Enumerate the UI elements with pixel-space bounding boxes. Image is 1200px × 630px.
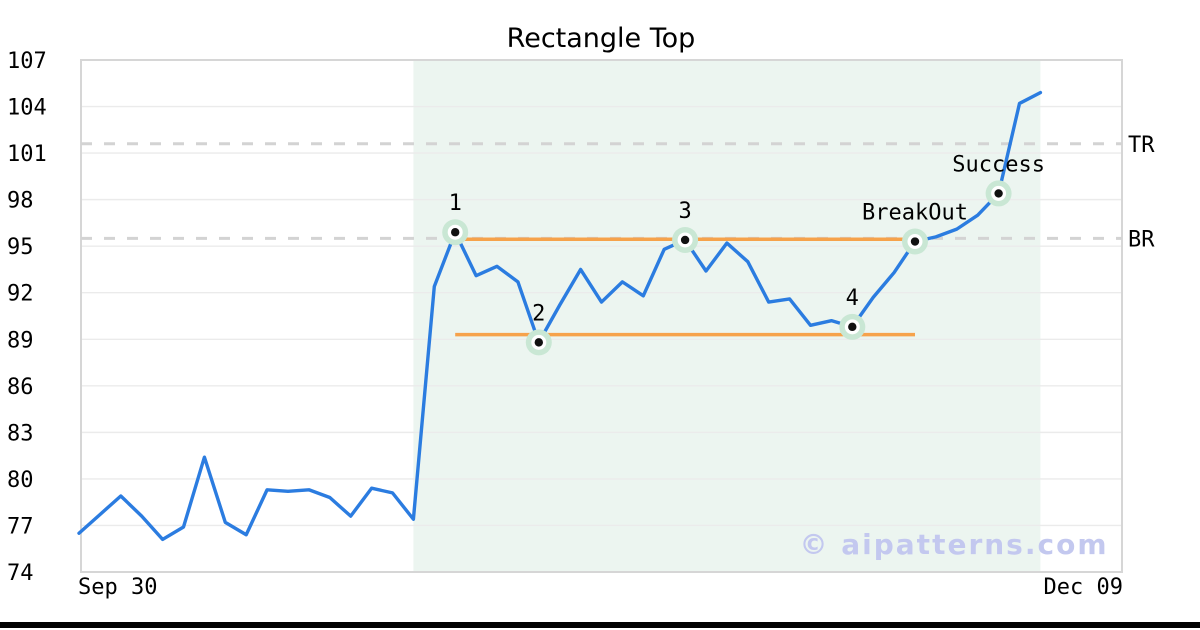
annotation-label-layer: 1 2 3 4 BreakOut Success bbox=[449, 152, 1045, 326]
reference-line-labels: TR BR bbox=[1128, 133, 1155, 253]
y-tick-label: 104 bbox=[7, 96, 47, 121]
annotation-label-4: 4 bbox=[846, 286, 859, 311]
marker-dot bbox=[994, 189, 1003, 198]
pattern-marker-2 bbox=[525, 329, 552, 356]
x-tick-label: Sep 30 bbox=[78, 575, 157, 600]
marker-dot bbox=[451, 228, 460, 237]
y-tick-label: 80 bbox=[7, 468, 34, 493]
ref-label-br: BR bbox=[1128, 227, 1155, 252]
marker-dot bbox=[848, 322, 857, 332]
pattern-marker-1 bbox=[442, 219, 469, 246]
y-axis-tick-labels: 74 77 80 83 86 89 92 95 98 101 104 107 bbox=[7, 49, 47, 586]
y-tick-label: 95 bbox=[7, 235, 34, 260]
pattern-marker-3 bbox=[672, 226, 699, 253]
annotation-label-breakout: BreakOut bbox=[862, 201, 968, 226]
pattern-marker-breakout bbox=[902, 228, 928, 255]
plot-border bbox=[80, 59, 1123, 573]
annotation-label-2: 2 bbox=[532, 301, 545, 326]
y-tick-label: 86 bbox=[7, 375, 34, 400]
bottom-bar bbox=[0, 622, 1200, 628]
y-tick-label: 74 bbox=[7, 561, 34, 586]
pattern-marker-layer bbox=[442, 180, 1012, 356]
marker-dot bbox=[534, 338, 543, 347]
ref-label-tr: TR bbox=[1128, 133, 1155, 158]
pattern-marker-4 bbox=[839, 313, 866, 340]
annotation-label-1: 1 bbox=[449, 191, 462, 216]
pattern-region-layer bbox=[413, 60, 1041, 572]
marker-dot bbox=[910, 237, 920, 246]
pattern-region bbox=[413, 60, 1041, 572]
y-tick-label: 101 bbox=[7, 142, 47, 167]
x-axis-tick-labels: Sep 30 Dec 09 bbox=[78, 575, 1123, 600]
annotation-label-3: 3 bbox=[678, 199, 691, 224]
y-tick-label: 89 bbox=[7, 328, 34, 353]
chart-title: Rectangle Top bbox=[507, 23, 696, 54]
watermark: © aipatterns.com bbox=[800, 528, 1109, 561]
price-line bbox=[77, 90, 1043, 542]
annotation-label-success: Success bbox=[952, 152, 1045, 177]
marker-dot bbox=[680, 235, 690, 245]
y-tick-label: 107 bbox=[7, 49, 47, 74]
y-tick-label: 83 bbox=[7, 421, 34, 446]
pattern-marker-success bbox=[985, 180, 1012, 207]
y-tick-label: 92 bbox=[7, 282, 34, 307]
y-tick-label: 77 bbox=[7, 514, 34, 539]
y-tick-label: 98 bbox=[7, 189, 34, 214]
x-tick-label: Dec 09 bbox=[1044, 575, 1123, 600]
